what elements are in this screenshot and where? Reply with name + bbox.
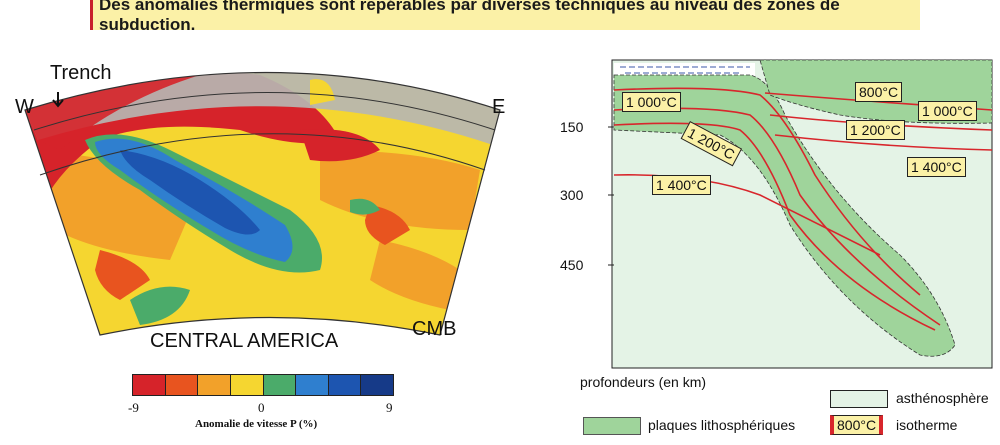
colorbar-segment [164, 375, 198, 395]
legend-label-isotherm: isotherme [896, 417, 958, 433]
west-label: W [15, 96, 34, 118]
banner-text: Des anomalies thermiques sont repérables… [99, 0, 840, 34]
region-label: CENTRAL AMERICA [150, 330, 339, 352]
tomography-figure [24, 71, 501, 336]
colorbar-tick-zero: 0 [258, 400, 265, 415]
depth-axis [608, 126, 614, 266]
isotherm-label-1200-right: 1 200°C [846, 120, 905, 140]
isotherm-label-1000-right: 1 000°C [918, 101, 977, 121]
legend-swatch-plates [583, 417, 641, 435]
colorbar-segment [197, 375, 230, 395]
title-banner: Des anomalies thermiques sont repérables… [90, 0, 920, 34]
trench-label: Trench [50, 62, 112, 84]
legend-swatch-asthenosphere [830, 390, 888, 408]
colorbar-tick-max: 9 [386, 400, 393, 415]
isotherm-label-1400-left: 1 400°C [652, 175, 711, 195]
isotherm-label-800: 800°C [855, 82, 903, 102]
legend-swatch-isotherm: 800°C [830, 415, 884, 435]
colorbar-segment [295, 375, 328, 395]
isotherm-label-1000-left: 1 000°C [622, 92, 681, 112]
depth-axis-label: profondeurs (en km) [580, 374, 707, 390]
trench-arrow [52, 92, 64, 108]
isotherm-label-1400-right: 1 400°C [907, 157, 966, 177]
tomography-image [25, 72, 500, 335]
depth-tick-450: 450 [560, 257, 584, 273]
colorbar-segment [133, 375, 165, 395]
colorbar-segment [229, 375, 263, 395]
legend-label-asthenosphere: asthénosphère [896, 390, 989, 406]
depth-tick-300: 300 [560, 187, 584, 203]
colorbar [132, 374, 394, 396]
cmb-label: CMB [412, 318, 457, 340]
subducting-plate [613, 74, 956, 357]
legend-label-plates: plaques lithosphériques [648, 417, 796, 433]
east-label: E [492, 96, 506, 118]
depth-tick-150: 150 [560, 119, 584, 135]
colorbar-segment [327, 375, 361, 395]
colorbar-title: Anomalie de vitesse P (%) [195, 418, 318, 430]
colorbar-tick-min: -9 [128, 400, 139, 415]
colorbar-segment [360, 375, 393, 395]
colorbar-segment [262, 375, 296, 395]
